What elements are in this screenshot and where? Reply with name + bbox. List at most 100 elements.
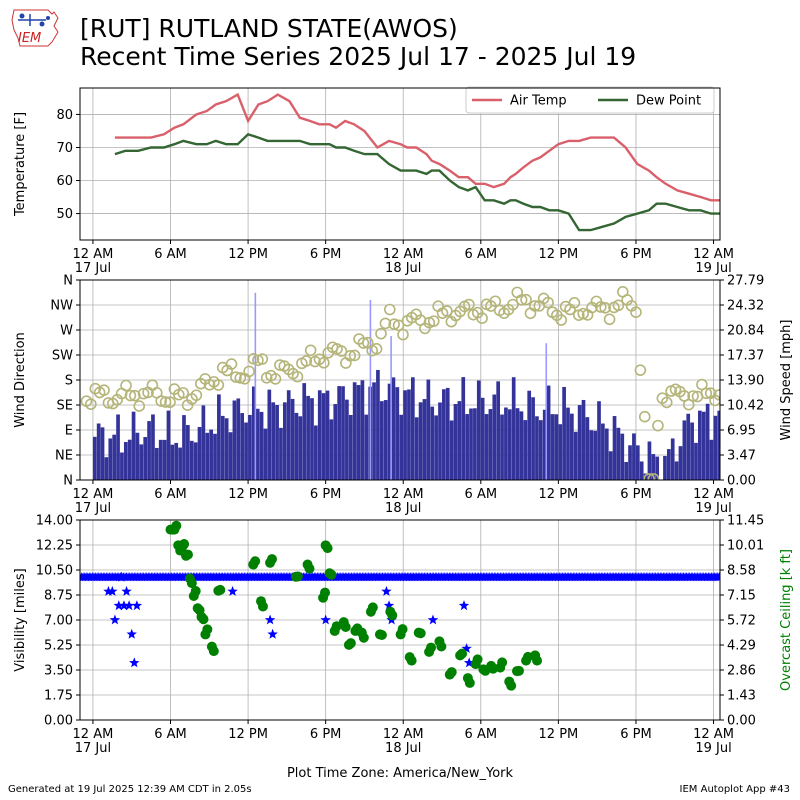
wind-speed-bar xyxy=(519,411,524,480)
wind-direction-marker xyxy=(348,349,361,362)
y-tick-label: SE xyxy=(57,399,73,414)
ceiling-dot xyxy=(358,632,369,643)
wind-speed-bar xyxy=(585,417,590,480)
wind-speed-bar xyxy=(418,402,423,480)
y2-tick-label: 24.32 xyxy=(727,299,764,314)
x-tick-label: 12 PM xyxy=(228,247,268,262)
wind-speed-bar xyxy=(325,390,330,480)
wind-speed-bar xyxy=(360,380,365,480)
ceiling-dot xyxy=(464,677,475,688)
wind-direction-marker xyxy=(155,395,167,407)
x-tick-label: 6 AM xyxy=(154,727,187,742)
y2-tick-label: 20.84 xyxy=(727,324,764,339)
visibility-star xyxy=(714,572,720,582)
wind-speed-bar xyxy=(151,414,155,480)
wind-speed-bar xyxy=(364,414,369,480)
wind-speed-bar xyxy=(267,389,272,480)
wind-speed-bar xyxy=(143,437,148,480)
visibility-star xyxy=(118,600,130,611)
wind-speed-bar xyxy=(492,394,497,480)
visibility-star xyxy=(116,571,127,582)
y2-tick-label: 27.79 xyxy=(727,274,764,289)
x-tick-label: 6 PM xyxy=(310,247,341,262)
ceiling-dot xyxy=(367,602,378,613)
y-tick-label: NW xyxy=(50,299,73,314)
wind-speed-bar xyxy=(116,414,120,480)
wind-gust-bar xyxy=(369,300,372,480)
wind-speed-bar xyxy=(255,408,260,480)
wind-direction-marker xyxy=(463,298,475,311)
wind-direction-marker xyxy=(612,299,625,312)
wind-direction-marker xyxy=(392,319,405,332)
wind-speed-bar xyxy=(414,417,419,480)
wind-speed-bar xyxy=(562,386,566,480)
wind-speed-bar xyxy=(205,432,210,480)
x-tick-label: 12 PM xyxy=(228,487,268,502)
wind-speed-bar xyxy=(158,439,163,480)
ceiling-dot xyxy=(304,563,315,574)
x-tick-sublabel: 18 Jul xyxy=(385,501,421,516)
x-tick-label: 12 AM xyxy=(693,727,734,742)
visibility-star xyxy=(381,585,392,596)
wind-direction-marker xyxy=(230,371,242,383)
ceiling-dot xyxy=(322,543,333,554)
wind-direction-marker xyxy=(594,301,607,313)
x-tick-label: 12 AM xyxy=(383,487,424,502)
wind-speed-bar xyxy=(279,427,283,480)
y2-tick-label: 11.45 xyxy=(727,514,764,529)
wind-direction-marker xyxy=(634,364,647,376)
visibility-star xyxy=(461,643,472,653)
wind-speed-bar xyxy=(624,462,629,480)
y-tick-label: N xyxy=(63,274,73,289)
wind-speed-bar xyxy=(112,434,117,480)
visibility-star xyxy=(267,628,278,639)
wind-speed-bar xyxy=(422,399,427,480)
wind-speed-bar xyxy=(251,386,256,480)
y-tick-label: 0.00 xyxy=(44,714,73,729)
temperature-plot-area xyxy=(79,87,721,241)
wind-direction-marker xyxy=(234,372,247,384)
wind-gust-bar xyxy=(254,292,257,480)
wind-speed-bar xyxy=(286,390,291,480)
wind-speed-bar xyxy=(248,414,252,480)
wind-speed-bar xyxy=(430,406,435,480)
wind-speed-bar xyxy=(473,408,477,480)
wind-speed-bar xyxy=(527,390,532,480)
wind-speed-bar xyxy=(581,399,586,480)
wind-speed-bar xyxy=(589,430,594,480)
y2-tick-label: 13.90 xyxy=(727,374,764,389)
wind-speed-bar xyxy=(670,438,675,480)
wind-speed-bar xyxy=(387,383,392,480)
y2-tick-label: 3.47 xyxy=(727,449,756,464)
visibility-star xyxy=(103,585,114,596)
y-tick-label: E xyxy=(65,424,73,439)
wind-direction-marker xyxy=(652,419,664,432)
wind-speed-bar xyxy=(465,414,469,480)
wind-direction-marker xyxy=(256,353,269,365)
y2-tick-label: 7.15 xyxy=(727,589,756,604)
visibility-star xyxy=(113,600,124,611)
wind-speed-bar xyxy=(484,414,489,480)
chart-title: [RUT] RUTLAND STATE(AWOS) xyxy=(80,14,458,43)
wind-direction-marker xyxy=(98,384,110,396)
wind-direction-marker xyxy=(388,318,400,330)
wind-direction-marker xyxy=(133,400,146,412)
wind-speed-bar xyxy=(701,411,706,480)
y-tick-label: NE xyxy=(55,449,73,464)
wind-speed-bar xyxy=(639,461,644,480)
wind-speed-bar xyxy=(290,398,295,480)
wind-direction-marker xyxy=(638,410,651,423)
wind-speed-bar xyxy=(294,412,299,480)
wind-direction-marker xyxy=(269,373,282,385)
visibility-star xyxy=(320,614,331,625)
wind-direction-marker xyxy=(476,312,488,325)
wind-speed-bar xyxy=(275,405,279,480)
x-tick-label: 6 AM xyxy=(465,727,498,742)
y2-tick-label: 10.42 xyxy=(727,399,764,414)
y2-tick-label: 1.43 xyxy=(727,689,756,704)
wind-speed-bar xyxy=(220,415,225,480)
wind-direction-marker xyxy=(542,296,554,309)
wind-speed-bar xyxy=(445,387,450,480)
wind-speed-bar xyxy=(379,401,384,480)
legend-label: Dew Point xyxy=(636,94,701,109)
